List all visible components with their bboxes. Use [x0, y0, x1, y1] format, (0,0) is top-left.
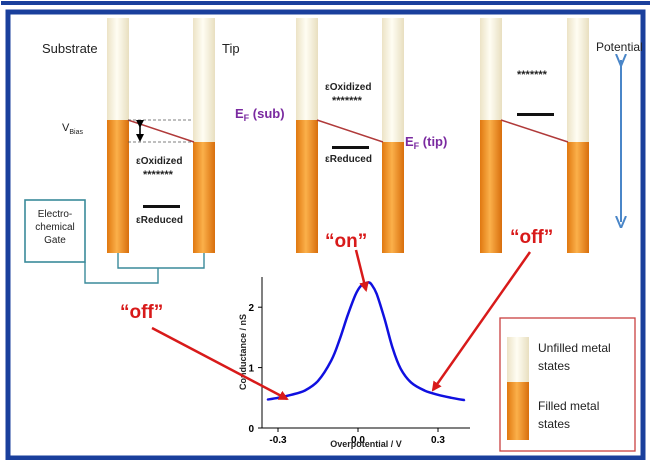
off-right-annotation: “off”: [510, 227, 553, 248]
gate-box: [24, 199, 86, 263]
ef-tip-label: EF (tip): [405, 134, 447, 151]
tip-unfilled-3: [567, 18, 589, 142]
x-tick-label: -0.3: [269, 435, 287, 446]
y-tick-label: 0: [248, 424, 254, 435]
potential-axis: Potential: [596, 40, 643, 222]
conductance-point: [368, 281, 370, 284]
conductance-point: [464, 399, 466, 401]
tip-label: Tip: [222, 41, 240, 56]
conductance-point: [392, 347, 394, 349]
gate-label-3: Gate: [44, 235, 66, 246]
oxidized-label-2: εOxidized: [325, 82, 371, 93]
legend-filled-label-1: Filled metal: [538, 399, 599, 413]
panel-2: εOxidized ******* εReduced EF (sub) EF (…: [235, 18, 447, 253]
reduced-level-bar: [143, 205, 180, 208]
substrate-unfilled-3: [480, 18, 502, 120]
electrochemical-gate: Electro- chemical Gate: [24, 199, 205, 284]
oxidized-stars: *******: [143, 169, 174, 181]
substrate-filled-2: [296, 120, 318, 253]
on-arrow: [354, 249, 369, 292]
top-border: [1, 1, 650, 5]
gate-label-1: Electro-: [38, 209, 72, 220]
electrode-wire: [117, 253, 205, 269]
x-ticks: -0.3 0.0 0.3: [269, 428, 445, 446]
substrate-filled-3: [480, 120, 502, 253]
y-tick-label: 2: [248, 303, 254, 314]
off-left-arrow: [151, 326, 289, 401]
conductance-point: [400, 368, 402, 370]
tip-unfilled-2: [382, 18, 404, 142]
conductance-point: [354, 294, 356, 296]
substrate-filled: [107, 120, 129, 253]
conductance-point: [424, 389, 426, 392]
legend-filled-swatch: [507, 382, 529, 440]
x-tick-label: 0.0: [351, 435, 365, 446]
annotations: “on” “off” “off”: [120, 227, 553, 401]
conductance-point: [317, 380, 319, 382]
oxidized-label: εOxidized: [136, 156, 182, 167]
x-axis-label: Overpotential / V: [330, 439, 402, 449]
off-left-annotation: “off”: [120, 302, 163, 323]
conductance-point: [304, 389, 306, 392]
gate-wire: [84, 262, 159, 284]
gate-label-2: chemical: [35, 222, 74, 233]
fermi-level-line-3: [500, 119, 569, 143]
tip-filled-2: [382, 142, 404, 253]
reduced-level-bar-3: [517, 113, 554, 116]
conductance-point: [376, 293, 378, 295]
tip-filled: [193, 142, 215, 253]
tip-unfilled: [193, 18, 215, 142]
vbias-label: VBias: [62, 122, 83, 136]
potential-label: Potential: [596, 40, 643, 54]
reduced-level-bar-2: [332, 146, 369, 149]
oxidized-stars-2: *******: [332, 95, 363, 107]
legend: Unfilled metal states Filled metal state…: [499, 317, 636, 452]
conductance-point: [450, 397, 452, 399]
fermi-level-line-2: [316, 119, 384, 143]
conductance-point: [410, 382, 412, 384]
y-axis-label: Conductance / nS: [238, 314, 248, 390]
legend-unfilled-swatch: [507, 337, 529, 382]
conductance-point: [437, 394, 439, 396]
conductance-point: [330, 359, 332, 361]
reduced-label: εReduced: [136, 215, 183, 226]
y-ticks: 0 1 2: [248, 303, 262, 435]
legend-unfilled-label-1: Unfilled metal: [538, 341, 611, 355]
substrate-label: Substrate: [42, 41, 98, 56]
panel-3: *******: [480, 18, 589, 253]
substrate-unfilled: [107, 18, 129, 120]
ef-sub-label: EF (sub): [235, 106, 285, 123]
conductance-point: [290, 394, 292, 396]
conductance-point: [346, 315, 348, 317]
conductance-point: [370, 283, 372, 285]
oxidized-stars-3: *******: [517, 69, 548, 81]
reduced-label-2: εReduced: [325, 154, 372, 165]
on-annotation: “on”: [325, 231, 367, 252]
off-right-arrow: [431, 251, 532, 392]
substrate-unfilled-2: [296, 18, 318, 120]
conductance-point: [277, 397, 279, 399]
conductance-point: [360, 285, 362, 287]
x-tick-label: 0.3: [431, 435, 445, 446]
y-tick-label: 1: [248, 364, 254, 375]
tip-filled-3: [567, 142, 589, 253]
conductance-point: [266, 399, 268, 401]
conductance-point: [384, 318, 386, 320]
legend-unfilled-label-2: states: [538, 359, 570, 373]
legend-filled-label-2: states: [538, 417, 570, 431]
conductance-point: [338, 339, 340, 342]
panel-1: Substrate Tip VBias εOxidized ******* εR…: [42, 18, 240, 253]
